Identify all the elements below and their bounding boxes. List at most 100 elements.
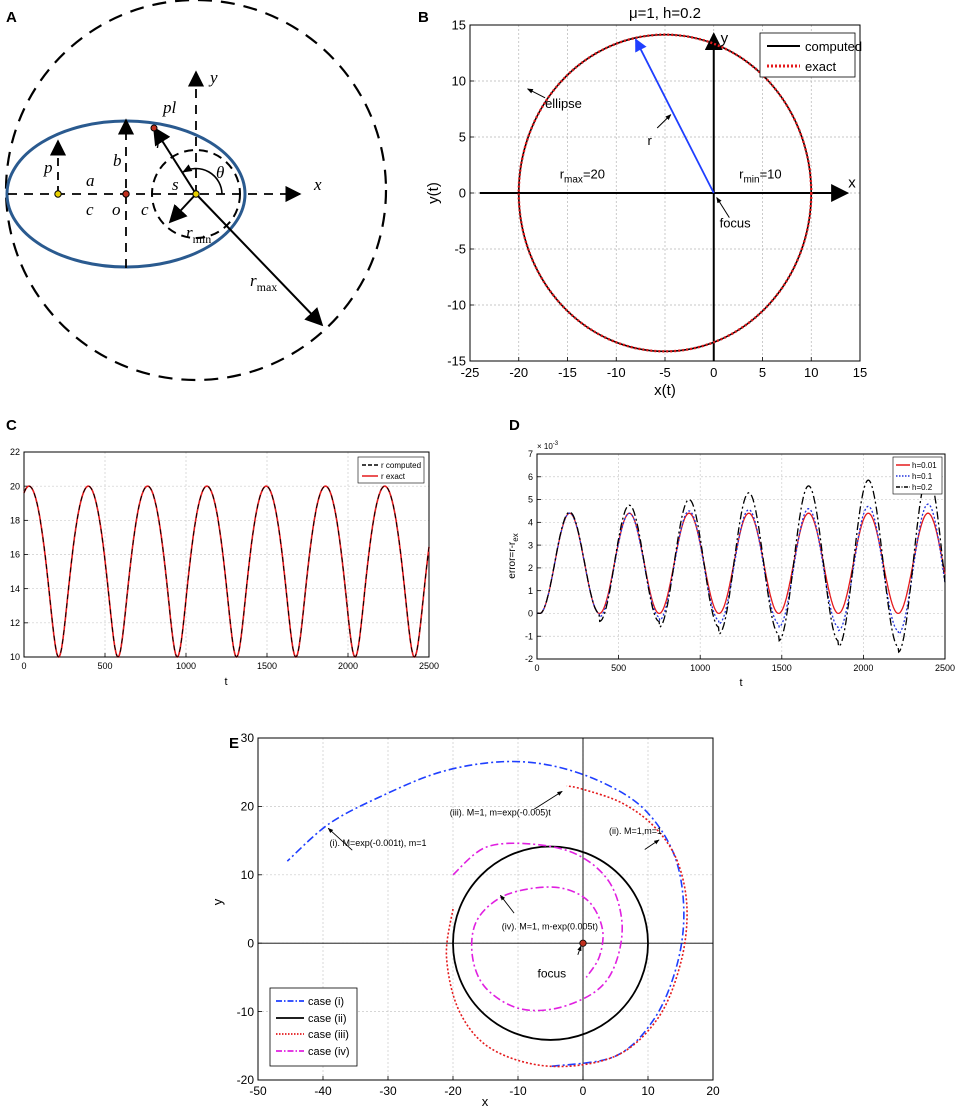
b-rmax-base: r — [560, 166, 565, 181]
c-ytick-label-3: 16 — [10, 550, 20, 560]
b-rmin-label: rmin=10 — [739, 166, 782, 185]
legend-h02-label: h=0.2 — [912, 483, 933, 492]
e-annot-case-iii-arrow — [534, 790, 563, 810]
d-xtick-label-0: 0 — [534, 663, 539, 673]
panel-e-label: E — [229, 735, 239, 752]
panel-a: A x y p pl r a b c o c s θ rmin rmax — [4, 0, 388, 382]
b-focus-label: focus — [720, 216, 752, 231]
b-ytick-label-5: 10 — [452, 74, 466, 89]
panel-b-ylabel: y(t) — [425, 182, 442, 204]
d-series-2 — [536, 473, 946, 654]
e-focus-point — [579, 939, 587, 947]
b-ytick-label-0: -15 — [447, 354, 466, 369]
d-ytick-label-1: -1 — [525, 631, 533, 641]
c-ytick-label-4: 18 — [10, 515, 20, 525]
b-xtick-label-7: 10 — [804, 365, 818, 380]
b-ytick-label-1: -10 — [447, 298, 466, 313]
c-xtick-label-3: 1500 — [257, 661, 277, 671]
r-vector-a — [153, 126, 197, 195]
label-rmin: rmin — [186, 223, 211, 246]
rmax-vector — [195, 193, 324, 327]
panel-d-xlabel: t — [739, 677, 742, 689]
c-ytick-label-6: 22 — [10, 447, 20, 457]
second-focus-point — [54, 190, 62, 198]
e-annot-case-iv-label: (iv). M=1, m-exp(0.005t) — [502, 922, 598, 932]
rmax-circle — [4, 0, 388, 382]
e-ytick-label-1: -10 — [237, 1005, 255, 1019]
c-series-r-exact — [23, 485, 430, 659]
b-rmin-value: =10 — [760, 166, 782, 181]
e-xtick-label-5: 0 — [580, 1084, 587, 1098]
label-c-right: c — [141, 200, 149, 219]
label-p: p — [43, 158, 53, 177]
b-series-1 — [517, 33, 813, 353]
b-radius-vector — [634, 38, 715, 194]
panel-d-ticks: 0 500 1000 1500 2000 2500 -2 -1 0 1 2 3 4 5 6 7 — [525, 449, 955, 673]
d-xtick-label-2: 1000 — [690, 663, 710, 673]
panel-d-ylabel-base: error=r-r — [507, 541, 518, 579]
c-xtick-label-0: 0 — [21, 661, 26, 671]
b-xtick-label-2: -15 — [558, 365, 577, 380]
c-series-r-computed — [23, 485, 430, 658]
b-xtick-label-4: -5 — [659, 365, 671, 380]
b-rmin-base: r — [739, 166, 744, 181]
e-xtick-label-0: -50 — [249, 1084, 267, 1098]
e-series-3 — [452, 842, 624, 1012]
e-series-2 — [445, 785, 688, 1068]
label-b: b — [113, 151, 122, 170]
legend-h001-label: h=0.01 — [912, 461, 937, 470]
c-ytick-label-2: 14 — [10, 584, 20, 594]
e-annot-case-i-arrow — [327, 827, 353, 851]
label-rmax-base: r — [250, 271, 257, 290]
d-xtick-label-4: 2000 — [853, 663, 873, 673]
b-y-axis-label: y — [721, 30, 729, 47]
panel-e: E -50 -40 -30 -20 -10 0 10 20 -20 -10 0 10 20 30 (i).… — [210, 731, 720, 1109]
panel-c: C 0 500 1000 1500 2000 2500 10 12 14 16 18 20 22 t r… — [6, 417, 439, 688]
legend-h01-label: h=0.1 — [912, 472, 933, 481]
legend-r-computed-label: r computed — [381, 461, 421, 470]
panel-e-marks: (i). M=exp(-0.001t), m=1 (iii). M=1, m=ex… — [258, 738, 713, 1080]
e-annot-case-i-label: (i). M=exp(-0.001t), m=1 — [330, 838, 427, 848]
legend-computed-label: computed — [805, 39, 862, 54]
panel-a-label: A — [6, 9, 17, 26]
d-xtick-label-5: 2500 — [935, 663, 955, 673]
b-xtick-label-5: 0 — [710, 365, 717, 380]
e-series-0 — [286, 760, 685, 1068]
d-ytick-label-3: 1 — [528, 586, 533, 596]
panel-d-multiplier-base: × 10 — [537, 442, 553, 451]
b-rmax-sub: max — [564, 174, 583, 185]
panel-d-frame — [536, 453, 946, 660]
legend-case-ii-label: case (ii) — [308, 1013, 347, 1025]
d-ytick-label-4: 2 — [528, 563, 533, 573]
e-ytick-label-2: 0 — [247, 936, 254, 950]
e-annot-case-ii-label: (ii). M=1,m=1 — [609, 826, 662, 836]
b-r-arrow — [656, 114, 672, 129]
panel-c-legend: r computed r exact — [357, 456, 425, 484]
b-xtick-label-0: -25 — [461, 365, 480, 380]
c-xtick-label-1: 500 — [97, 661, 112, 671]
panel-d-multiplier: × 10-3 — [537, 441, 559, 451]
legend-case-iii-label: case (iii) — [308, 1029, 349, 1041]
panel-b-title: μ=1, h=0.2 — [629, 5, 701, 22]
panel-b-frame — [469, 24, 861, 362]
d-ytick-label-5: 3 — [528, 540, 533, 550]
panel-b-legend: computed exact — [759, 32, 862, 78]
d-ytick-label-7: 5 — [528, 495, 533, 505]
c-ytick-label-1: 12 — [10, 618, 20, 628]
panel-c-legend-box — [357, 456, 425, 484]
label-r-a: r — [156, 133, 163, 152]
label-rmax: rmax — [250, 271, 277, 294]
legend-case-i-label: case (i) — [308, 996, 344, 1008]
e-annot-case-iii-label: (iii). M=1, m=exp(-0.005)t — [450, 807, 552, 817]
c-ytick-label-5: 20 — [10, 481, 20, 491]
b-ytick-label-6: 15 — [452, 18, 466, 33]
panel-d-ylabel: error=r-rex — [507, 533, 520, 578]
e-xtick-label-2: -30 — [379, 1084, 397, 1098]
d-ytick-label-2: 0 — [528, 609, 533, 619]
b-rmax-label: rmax=20 — [560, 166, 605, 185]
theta-arc — [182, 164, 223, 195]
b-ellipse-label: ellipse — [545, 96, 582, 111]
e-xtick-label-6: 10 — [641, 1084, 655, 1098]
b-ellipse-arrow — [526, 88, 546, 99]
b-rmax-value: =20 — [583, 166, 605, 181]
